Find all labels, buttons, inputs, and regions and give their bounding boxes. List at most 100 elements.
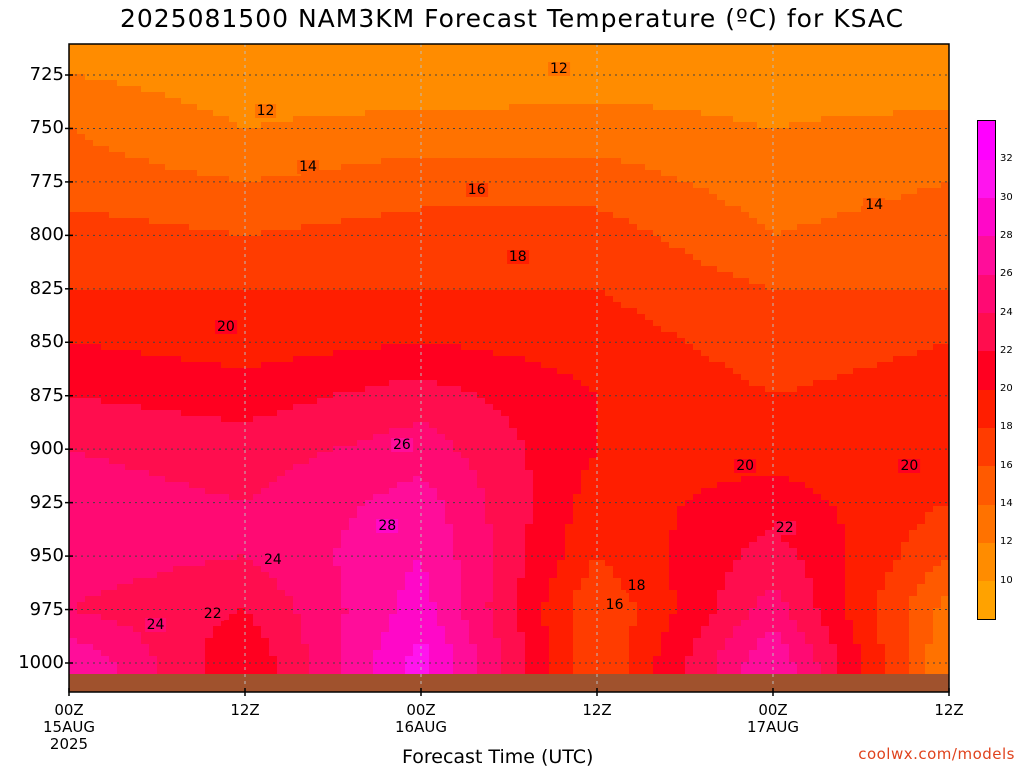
heat-cell bbox=[677, 260, 686, 267]
heat-cell bbox=[661, 248, 670, 255]
heat-cell bbox=[613, 302, 622, 309]
heat-cell bbox=[789, 272, 798, 279]
heat-cell bbox=[165, 110, 174, 117]
heat-cell bbox=[557, 176, 566, 183]
heat-cell bbox=[805, 290, 814, 297]
heat-cell bbox=[317, 62, 326, 69]
heat-cell bbox=[325, 176, 334, 183]
heat-cell bbox=[141, 254, 150, 261]
heat-cell bbox=[669, 122, 678, 129]
heat-cell bbox=[909, 188, 918, 195]
heat-cell bbox=[77, 134, 86, 141]
heat-cell bbox=[757, 212, 766, 219]
heat-cell bbox=[701, 194, 710, 201]
heat-cell bbox=[789, 284, 798, 291]
heat-cell bbox=[445, 308, 454, 315]
heat-cell bbox=[221, 260, 230, 267]
heat-cell bbox=[317, 254, 326, 261]
heat-cell bbox=[173, 122, 182, 129]
heat-cell bbox=[885, 176, 894, 183]
heat-cell bbox=[741, 116, 750, 123]
heat-cell bbox=[661, 44, 670, 51]
heat-cell bbox=[213, 212, 222, 219]
heat-cell bbox=[613, 242, 622, 249]
heat-cell bbox=[781, 146, 790, 153]
heat-cell bbox=[517, 176, 526, 183]
heat-cell bbox=[813, 170, 822, 177]
heat-cell bbox=[469, 74, 478, 81]
heat-cell bbox=[157, 62, 166, 69]
heat-cell bbox=[589, 56, 598, 63]
heat-cell bbox=[357, 110, 366, 117]
heat-cell bbox=[421, 86, 430, 93]
heat-cell bbox=[717, 194, 726, 201]
heat-cell bbox=[581, 98, 590, 105]
heat-cell bbox=[821, 80, 830, 87]
heat-cell bbox=[405, 74, 414, 81]
heat-cell bbox=[117, 68, 126, 75]
heat-cell bbox=[557, 74, 566, 81]
heat-cell bbox=[141, 128, 150, 135]
heat-cell bbox=[837, 176, 846, 183]
heat-cell bbox=[397, 254, 406, 261]
heat-cell bbox=[925, 242, 934, 249]
heat-cell bbox=[213, 182, 222, 189]
heat-cell bbox=[725, 224, 734, 231]
heat-cell bbox=[461, 194, 470, 201]
heat-cell bbox=[85, 164, 94, 171]
heat-cell bbox=[429, 164, 438, 171]
heat-cell bbox=[461, 242, 470, 249]
heat-cell bbox=[197, 272, 206, 279]
heat-cell bbox=[77, 140, 86, 147]
heat-cell bbox=[173, 302, 182, 309]
heat-cell bbox=[437, 176, 446, 183]
heat-cell bbox=[69, 218, 78, 225]
heat-cell bbox=[757, 50, 766, 57]
heat-cell bbox=[509, 134, 518, 141]
heat-cell bbox=[165, 50, 174, 57]
heat-cell bbox=[805, 104, 814, 111]
heat-cell bbox=[341, 308, 350, 315]
heat-cell bbox=[877, 182, 886, 189]
heat-cell bbox=[469, 278, 478, 285]
heat-cell bbox=[413, 128, 422, 135]
heat-cell bbox=[333, 50, 342, 57]
heat-cell bbox=[597, 182, 606, 189]
heat-cell bbox=[829, 50, 838, 57]
heat-cell bbox=[629, 110, 638, 117]
heat-cell bbox=[669, 56, 678, 63]
heat-cell bbox=[277, 86, 286, 93]
heat-cell bbox=[469, 224, 478, 231]
heat-cell bbox=[605, 188, 614, 195]
heat-cell bbox=[781, 290, 790, 297]
heat-cell bbox=[741, 164, 750, 171]
heat-cell bbox=[301, 80, 310, 87]
heat-cell bbox=[445, 170, 454, 177]
heat-cell bbox=[621, 134, 630, 141]
heat-cell bbox=[701, 284, 710, 291]
heat-cell bbox=[773, 68, 782, 75]
heat-cell bbox=[645, 74, 654, 81]
heat-cell bbox=[229, 194, 238, 201]
heat-cell bbox=[413, 194, 422, 201]
heat-cell bbox=[141, 260, 150, 267]
heat-cell bbox=[365, 230, 374, 237]
heat-cell bbox=[221, 290, 230, 297]
heat-cell bbox=[741, 278, 750, 285]
heat-cell bbox=[877, 236, 886, 243]
heat-cell bbox=[685, 194, 694, 201]
heat-cell bbox=[389, 284, 398, 291]
heat-cell bbox=[805, 278, 814, 285]
heat-cell bbox=[181, 182, 190, 189]
heat-cell bbox=[173, 44, 182, 51]
heat-cell bbox=[789, 188, 798, 195]
heat-cell bbox=[845, 254, 854, 261]
heat-cell bbox=[765, 152, 774, 159]
heat-cell bbox=[133, 296, 142, 303]
heat-cell bbox=[669, 128, 678, 135]
heat-cell bbox=[845, 266, 854, 273]
heat-cell bbox=[325, 224, 334, 231]
heat-cell bbox=[509, 218, 518, 225]
heat-cell bbox=[197, 86, 206, 93]
heat-cell bbox=[365, 146, 374, 153]
